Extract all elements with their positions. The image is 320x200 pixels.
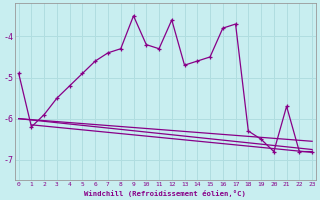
X-axis label: Windchill (Refroidissement éolien,°C): Windchill (Refroidissement éolien,°C)	[84, 190, 246, 197]
